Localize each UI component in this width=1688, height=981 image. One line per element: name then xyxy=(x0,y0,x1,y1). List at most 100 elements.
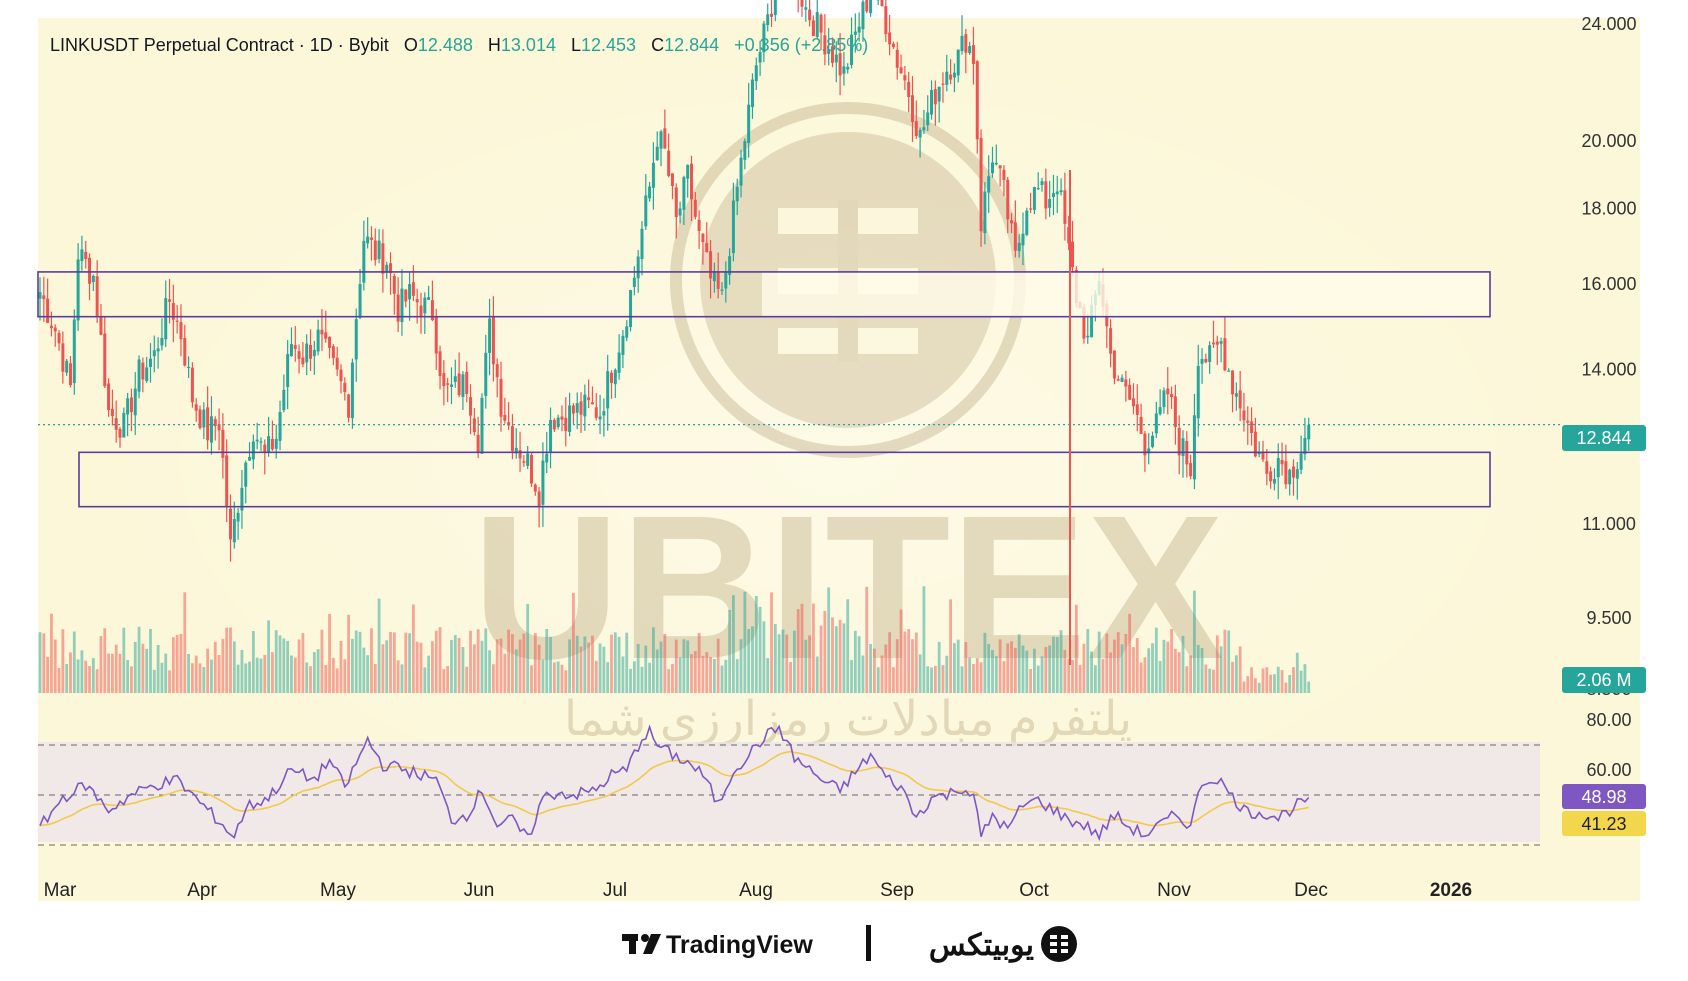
volume-bar xyxy=(850,660,853,693)
volume-bar xyxy=(458,638,461,693)
candle-body xyxy=(454,376,457,382)
candle-body xyxy=(206,407,209,440)
volume-bar xyxy=(206,649,209,693)
candle-body xyxy=(1029,208,1032,209)
candle-body xyxy=(103,334,106,387)
x-tick-label: Dec xyxy=(1294,880,1328,901)
volume-bar xyxy=(671,664,674,693)
volume-bar xyxy=(553,663,556,693)
volume-bar xyxy=(728,610,731,693)
candle-body xyxy=(865,0,868,11)
volume-bar xyxy=(442,669,445,693)
volume-bar xyxy=(153,670,156,693)
candle-body xyxy=(934,89,937,104)
price-tick-label: 11.000 xyxy=(1582,514,1636,534)
volume-badge: 2.06 M xyxy=(1562,667,1646,693)
volume-bar xyxy=(1292,667,1295,693)
volume-bar xyxy=(561,665,564,693)
candle-body xyxy=(911,95,914,122)
candle-body xyxy=(1117,379,1120,380)
x-tick-label: Nov xyxy=(1157,880,1191,901)
candle-body xyxy=(652,163,655,188)
volume-bar xyxy=(702,656,705,693)
volume-bar xyxy=(1269,675,1272,693)
volume-bar xyxy=(1113,640,1116,693)
candle-body xyxy=(1197,366,1200,418)
volume-bar xyxy=(930,668,933,693)
volume-bar xyxy=(1307,682,1310,693)
candle-body xyxy=(252,441,255,459)
candle-body xyxy=(442,373,445,386)
volume-bar xyxy=(888,632,891,693)
symbol-text: LINKUSDT Perpetual Contract · 1D · Bybit xyxy=(50,35,389,55)
volume-bar xyxy=(199,663,202,693)
volume-bar xyxy=(237,665,240,693)
candle-body xyxy=(1048,199,1051,208)
candle-body xyxy=(740,158,743,186)
low-label: L xyxy=(571,35,581,55)
candle-body xyxy=(995,163,998,165)
volume-bar xyxy=(378,599,381,693)
volume-bar xyxy=(1208,669,1211,693)
candle-body xyxy=(804,7,807,9)
volume-bar xyxy=(301,633,304,693)
volume-bar xyxy=(290,655,293,693)
volume-bar xyxy=(679,657,682,693)
candle-body xyxy=(922,127,925,130)
volume-bar xyxy=(698,633,701,693)
candle-body xyxy=(888,32,891,44)
candle-body xyxy=(682,177,685,210)
volume-bar xyxy=(1037,666,1040,693)
volume-bar xyxy=(149,629,152,693)
candle-body xyxy=(980,138,983,231)
candle-body xyxy=(237,513,240,522)
candle-body xyxy=(930,90,933,115)
candle-body xyxy=(439,351,442,376)
candle-body xyxy=(92,276,95,282)
volume-bar xyxy=(766,658,769,693)
candle-body xyxy=(1239,390,1242,408)
volume-bar xyxy=(1018,634,1021,693)
candle-body xyxy=(305,344,308,363)
candle-body xyxy=(500,379,503,417)
volume-bar xyxy=(1060,630,1063,693)
candle-body xyxy=(884,6,887,34)
candle-body xyxy=(381,243,384,273)
volume-bar xyxy=(610,635,613,693)
volume-bar xyxy=(183,592,186,693)
candle-body xyxy=(907,82,910,97)
volume-bar xyxy=(1254,678,1257,693)
rsi-ma-badge-text: 41.23 xyxy=(1581,814,1626,834)
volume-bar xyxy=(484,628,487,693)
candle-body xyxy=(1296,469,1299,479)
candle-body xyxy=(294,345,297,349)
candle-body xyxy=(80,249,83,261)
volume-bar xyxy=(1079,665,1082,693)
volume-bar xyxy=(926,666,929,693)
volume-bar xyxy=(58,668,61,693)
candle-body xyxy=(195,404,198,410)
candle-body xyxy=(73,320,76,384)
candle-body xyxy=(290,344,293,356)
candle-body xyxy=(599,416,602,419)
candle-body xyxy=(686,165,689,179)
volume-bar xyxy=(252,631,255,693)
candle-body xyxy=(812,20,815,36)
volume-bar xyxy=(161,663,164,693)
volume-bar xyxy=(374,664,377,693)
candle-body xyxy=(991,162,994,173)
volume-bar xyxy=(1006,643,1009,693)
candle-body xyxy=(164,298,167,339)
candle-body xyxy=(606,371,609,408)
x-tick-label: 2026 xyxy=(1430,880,1472,901)
candle-body xyxy=(1178,428,1181,455)
candle-body xyxy=(671,173,674,186)
volume-bar xyxy=(39,632,42,693)
candle-body xyxy=(179,322,182,339)
candle-body xyxy=(945,72,948,85)
volume-bar xyxy=(957,640,960,693)
candle-body xyxy=(976,61,979,139)
candle-body xyxy=(320,330,323,335)
volume-bar xyxy=(1231,662,1234,693)
